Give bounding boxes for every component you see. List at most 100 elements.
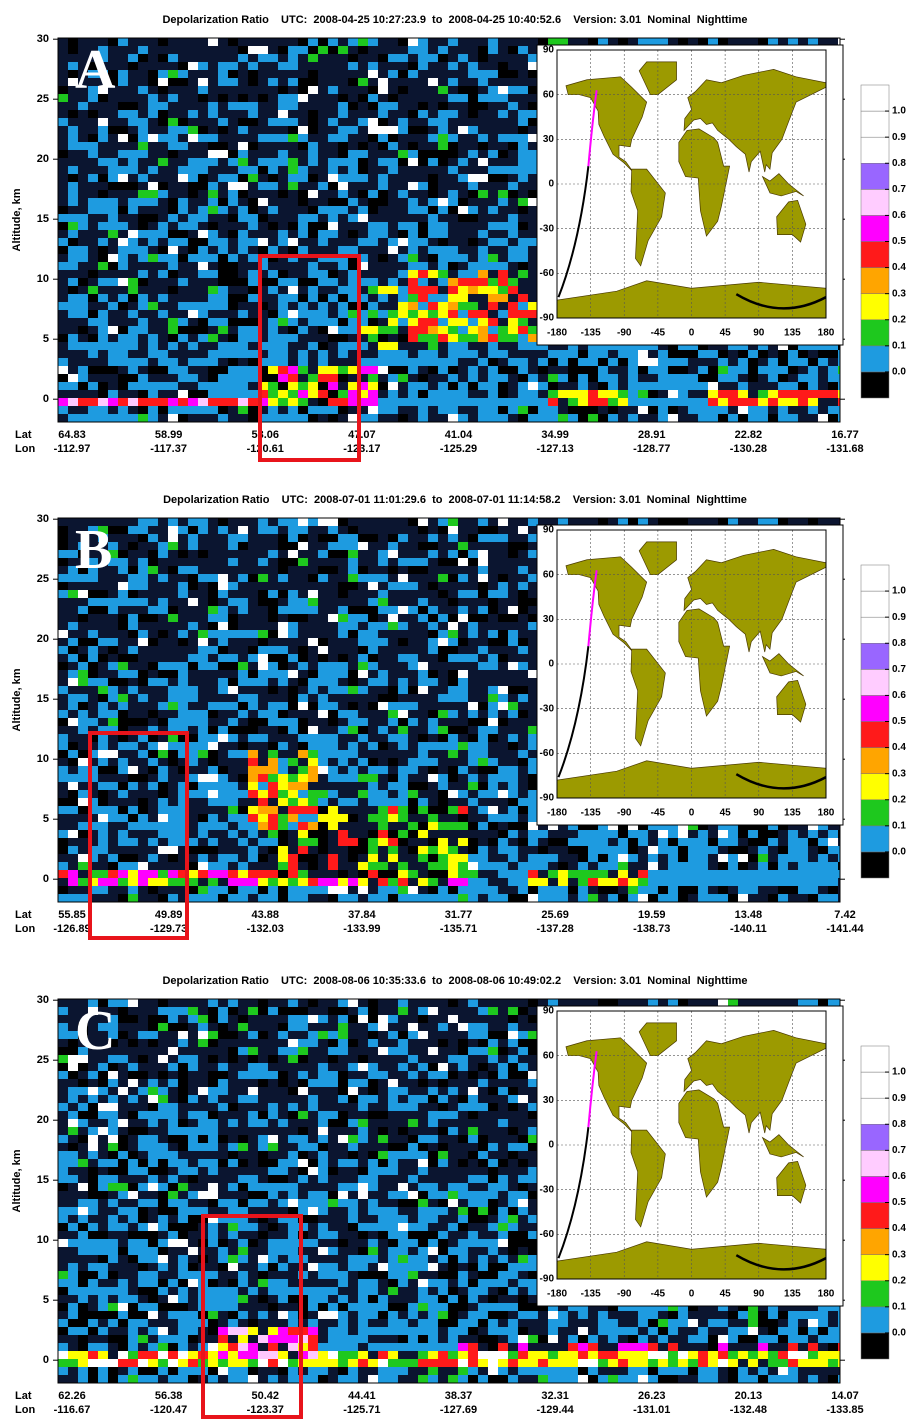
texture-cell [608, 894, 618, 902]
texture-cell [168, 686, 178, 694]
texture-cell [778, 894, 788, 902]
texture-cell [448, 558, 458, 566]
texture-cell [138, 294, 148, 302]
texture-cell [198, 310, 208, 318]
texture-cell [218, 174, 228, 182]
texture-cell [478, 158, 488, 166]
texture-cell [128, 598, 138, 606]
texture-cell [278, 670, 288, 678]
texture-cell [468, 206, 478, 214]
texture-cell [458, 382, 468, 390]
texture-cell [378, 198, 388, 206]
colorbar-segment [861, 189, 889, 215]
texture-cell [278, 374, 288, 382]
texture-cell [348, 150, 358, 158]
texture-cell [168, 270, 178, 278]
texture-cell [418, 598, 428, 606]
texture-cell [398, 254, 408, 262]
texture-cell [288, 46, 298, 54]
texture-cell [338, 318, 348, 326]
texture-cell [278, 678, 288, 686]
texture-cell [358, 886, 368, 894]
texture-cell [518, 150, 528, 158]
texture-cell [378, 398, 388, 406]
texture-cell [368, 1039, 378, 1047]
texture-cell [238, 142, 248, 150]
texture-cell [428, 182, 438, 190]
texture-cell [768, 398, 778, 406]
texture-cell [398, 366, 408, 374]
texture-cell [368, 206, 378, 214]
texture-cell [388, 126, 398, 134]
texture-cell [478, 590, 488, 598]
texture-cell [348, 558, 358, 566]
texture-cell [248, 758, 258, 766]
texture-cell [288, 78, 298, 86]
texture-cell [458, 670, 468, 678]
texture-cell [58, 574, 68, 582]
texture-cell [118, 694, 128, 702]
texture-cell [398, 742, 408, 750]
texture-cell [518, 598, 528, 606]
texture-cell [68, 590, 78, 598]
texture-cell [98, 398, 108, 406]
texture-cell [98, 310, 108, 318]
texture-cell [298, 366, 308, 374]
texture-cell [178, 1023, 188, 1031]
texture-cell [268, 246, 278, 254]
texture-cell [338, 174, 348, 182]
texture-cell [358, 1015, 368, 1023]
texture-cell [178, 198, 188, 206]
texture-cell [68, 254, 78, 262]
texture-cell [408, 310, 418, 318]
texture-cell [438, 334, 448, 342]
texture-cell [128, 654, 138, 662]
texture-cell [778, 878, 788, 886]
texture-cell [458, 286, 468, 294]
texture-cell [338, 870, 348, 878]
texture-cell [438, 638, 448, 646]
texture-cell [188, 862, 198, 870]
lon-label: -120.61 [247, 443, 284, 455]
texture-cell [428, 230, 438, 238]
texture-cell [148, 710, 158, 718]
texture-cell [548, 870, 558, 878]
texture-cell [178, 326, 188, 334]
texture-cell [178, 390, 188, 398]
texture-cell [538, 382, 548, 390]
texture-cell [168, 406, 178, 414]
texture-cell [148, 782, 158, 790]
texture-cell [418, 518, 428, 526]
texture-cell [328, 38, 338, 46]
texture-cell [428, 190, 438, 198]
texture-cell [358, 774, 368, 782]
texture-cell [508, 102, 518, 110]
texture-cell [188, 782, 198, 790]
texture-cell [288, 534, 298, 542]
texture-cell [498, 222, 508, 230]
texture-cell [658, 406, 668, 414]
texture-cell [328, 118, 338, 126]
texture-cell [438, 846, 448, 854]
texture-cell [278, 798, 288, 806]
texture-cell [68, 134, 78, 142]
texture-cell [188, 158, 198, 166]
texture-cell [468, 70, 478, 78]
texture-cell [418, 390, 428, 398]
texture-cell [118, 238, 128, 246]
texture-cell [328, 230, 338, 238]
texture-cell [808, 374, 818, 382]
texture-cell [358, 718, 368, 726]
texture-cell [618, 894, 628, 902]
texture-cell [728, 870, 738, 878]
lon-label: -131.68 [826, 443, 863, 455]
texture-cell [368, 382, 378, 390]
texture-cell [378, 886, 388, 894]
texture-cell [498, 326, 508, 334]
texture-cell [528, 382, 538, 390]
texture-cell [78, 878, 88, 886]
texture-cell [298, 326, 308, 334]
texture-cell [378, 294, 388, 302]
texture-cell [198, 526, 208, 534]
lon-label: -128.77 [633, 443, 670, 455]
